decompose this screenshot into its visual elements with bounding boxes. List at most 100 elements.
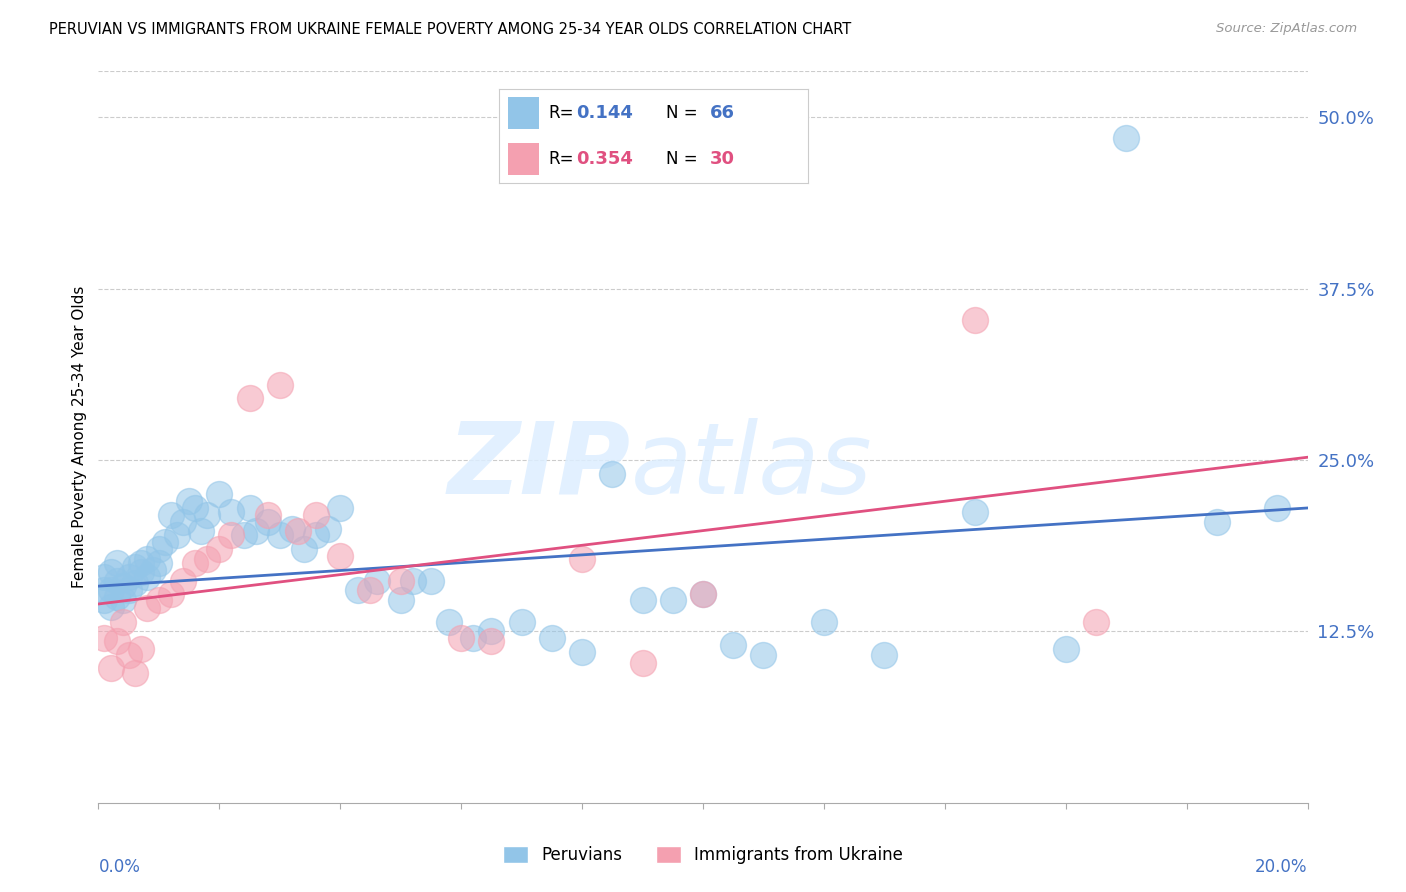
Point <box>135 569 157 583</box>
Point <box>166 528 188 542</box>
Text: Source: ZipAtlas.com: Source: ZipAtlas.com <box>1216 22 1357 36</box>
Point <box>184 556 207 570</box>
Point <box>100 661 122 675</box>
Point <box>118 569 141 583</box>
Point <box>510 615 533 629</box>
Point <box>172 515 194 529</box>
Point <box>305 508 328 522</box>
Point <box>481 634 503 648</box>
Point <box>135 601 157 615</box>
Text: R=: R= <box>548 150 574 168</box>
Point <box>135 551 157 566</box>
Text: 0.354: 0.354 <box>576 150 633 168</box>
Point <box>965 313 987 327</box>
Point <box>160 587 183 601</box>
Point <box>124 560 146 574</box>
Text: 20.0%: 20.0% <box>1256 858 1308 876</box>
FancyBboxPatch shape <box>509 143 540 176</box>
Point <box>221 528 243 542</box>
Point <box>481 624 503 639</box>
Point <box>269 377 291 392</box>
Point <box>105 556 128 570</box>
Point <box>692 587 714 601</box>
Point <box>1085 615 1108 629</box>
Point <box>232 528 254 542</box>
Point <box>208 542 231 557</box>
Point <box>873 648 896 662</box>
Point <box>105 574 128 588</box>
Point <box>148 592 170 607</box>
Point <box>1054 642 1077 657</box>
Point <box>100 599 122 614</box>
Point <box>965 505 987 519</box>
Point <box>437 615 460 629</box>
Point <box>420 574 443 588</box>
Point <box>142 563 165 577</box>
Point <box>256 515 278 529</box>
Point <box>752 648 775 662</box>
Point <box>221 505 243 519</box>
Point <box>129 642 152 657</box>
Point <box>208 487 231 501</box>
Point <box>172 574 194 588</box>
Text: N =: N = <box>666 103 697 121</box>
Point <box>93 583 115 598</box>
Point <box>661 592 683 607</box>
Point <box>269 528 291 542</box>
Point <box>1206 515 1229 529</box>
FancyBboxPatch shape <box>509 96 540 129</box>
Point <box>239 500 262 515</box>
Point <box>571 645 593 659</box>
Point <box>366 574 388 588</box>
Point <box>148 556 170 570</box>
Point <box>118 648 141 662</box>
Text: 0.0%: 0.0% <box>98 858 141 876</box>
Point <box>631 592 654 607</box>
Point <box>195 551 218 566</box>
Point <box>1267 500 1289 515</box>
Point <box>360 583 382 598</box>
Point <box>124 576 146 591</box>
Point <box>195 508 218 522</box>
Point <box>100 583 122 598</box>
Point <box>463 632 485 646</box>
Text: atlas: atlas <box>630 417 872 515</box>
Point <box>287 524 309 539</box>
Point <box>239 391 262 405</box>
Point <box>450 632 472 646</box>
Point <box>111 615 134 629</box>
Text: ZIP: ZIP <box>447 417 630 515</box>
Point <box>389 574 412 588</box>
Point <box>118 583 141 598</box>
Point <box>179 494 201 508</box>
Point <box>100 566 122 580</box>
Legend: Peruvians, Immigrants from Ukraine: Peruvians, Immigrants from Ukraine <box>503 846 903 864</box>
Point <box>124 665 146 680</box>
Point <box>329 549 352 563</box>
Point <box>160 508 183 522</box>
Point <box>256 508 278 522</box>
Text: PERUVIAN VS IMMIGRANTS FROM UKRAINE FEMALE POVERTY AMONG 25-34 YEAR OLDS CORRELA: PERUVIAN VS IMMIGRANTS FROM UKRAINE FEMA… <box>49 22 852 37</box>
Point <box>245 524 267 539</box>
Point <box>129 566 152 580</box>
Point <box>723 638 745 652</box>
Text: 0.144: 0.144 <box>576 103 633 121</box>
Text: N =: N = <box>666 150 697 168</box>
Point <box>281 522 304 536</box>
Point <box>305 528 328 542</box>
Point <box>631 656 654 670</box>
Point <box>347 583 370 598</box>
Point <box>93 569 115 583</box>
Point <box>316 522 339 536</box>
Point <box>571 551 593 566</box>
Text: 66: 66 <box>710 103 734 121</box>
Point <box>105 590 128 604</box>
Point <box>540 632 562 646</box>
Point <box>111 592 134 607</box>
Point <box>153 535 176 549</box>
Point <box>111 579 134 593</box>
Point <box>402 574 425 588</box>
Text: 30: 30 <box>710 150 734 168</box>
Y-axis label: Female Poverty Among 25-34 Year Olds: Female Poverty Among 25-34 Year Olds <box>72 286 87 588</box>
Text: R=: R= <box>548 103 574 121</box>
